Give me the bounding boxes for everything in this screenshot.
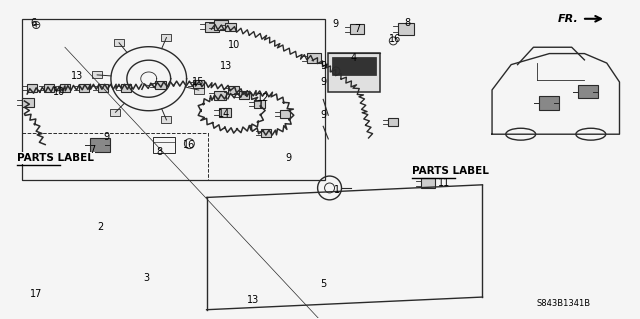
Bar	[79, 85, 89, 92]
Bar	[332, 57, 376, 75]
Bar	[153, 137, 175, 153]
Bar	[22, 98, 34, 107]
Text: S843B1341B: S843B1341B	[537, 299, 591, 308]
Bar	[114, 39, 124, 46]
Text: 14: 14	[218, 109, 230, 119]
Text: ⊕: ⊕	[31, 19, 42, 32]
Text: 8: 8	[405, 18, 411, 28]
Bar	[161, 34, 172, 41]
Text: PARTS LABEL: PARTS LABEL	[17, 153, 94, 163]
Bar	[193, 80, 204, 88]
Bar	[22, 133, 209, 180]
Text: 7: 7	[354, 24, 360, 34]
Bar	[254, 100, 265, 108]
Bar	[280, 110, 290, 118]
Bar	[90, 138, 110, 152]
Bar	[156, 81, 166, 89]
Bar	[60, 85, 70, 92]
Bar	[328, 53, 380, 93]
Bar	[307, 53, 321, 63]
Bar	[225, 23, 236, 31]
Bar	[22, 19, 325, 180]
Text: 16: 16	[389, 34, 401, 44]
Bar	[99, 85, 108, 92]
Bar	[261, 129, 271, 137]
Bar	[220, 108, 232, 117]
Text: 9: 9	[333, 19, 339, 29]
Bar	[194, 86, 204, 93]
Text: 16: 16	[183, 140, 195, 150]
Bar	[121, 85, 131, 92]
Bar	[161, 116, 172, 123]
Bar	[388, 118, 398, 125]
Text: 5: 5	[320, 279, 326, 289]
Text: 12: 12	[257, 93, 269, 103]
Text: 1: 1	[334, 184, 340, 195]
Text: 4: 4	[351, 53, 357, 63]
Bar	[421, 178, 435, 188]
Bar	[350, 24, 364, 34]
Text: 13: 13	[247, 295, 259, 305]
Text: 3: 3	[143, 273, 150, 283]
Bar	[214, 91, 227, 100]
Text: 6: 6	[30, 18, 36, 28]
Text: 13: 13	[70, 71, 83, 81]
Text: 17: 17	[30, 289, 43, 299]
Text: 13: 13	[220, 61, 232, 71]
Text: 9: 9	[320, 61, 326, 71]
Text: 11: 11	[438, 178, 451, 188]
Text: 9: 9	[285, 153, 291, 163]
Bar	[92, 71, 102, 78]
Text: 10: 10	[52, 86, 65, 97]
Text: 2: 2	[97, 222, 103, 233]
Bar	[239, 91, 248, 99]
Bar	[214, 20, 228, 30]
Text: 9: 9	[104, 132, 109, 142]
Text: 15: 15	[191, 77, 204, 87]
Text: 9: 9	[320, 110, 326, 120]
Bar	[27, 85, 37, 92]
Text: 10: 10	[228, 40, 240, 50]
Bar	[111, 109, 120, 116]
Text: 7: 7	[90, 145, 95, 155]
Text: 8: 8	[156, 147, 163, 157]
Text: PARTS LABEL: PARTS LABEL	[412, 166, 489, 175]
Text: 9: 9	[320, 77, 326, 87]
Bar	[44, 85, 54, 92]
Bar	[540, 96, 559, 109]
Bar	[205, 22, 219, 32]
Bar	[398, 23, 414, 35]
Text: FR.: FR.	[557, 14, 578, 24]
Bar	[578, 85, 598, 99]
Bar	[228, 86, 239, 94]
